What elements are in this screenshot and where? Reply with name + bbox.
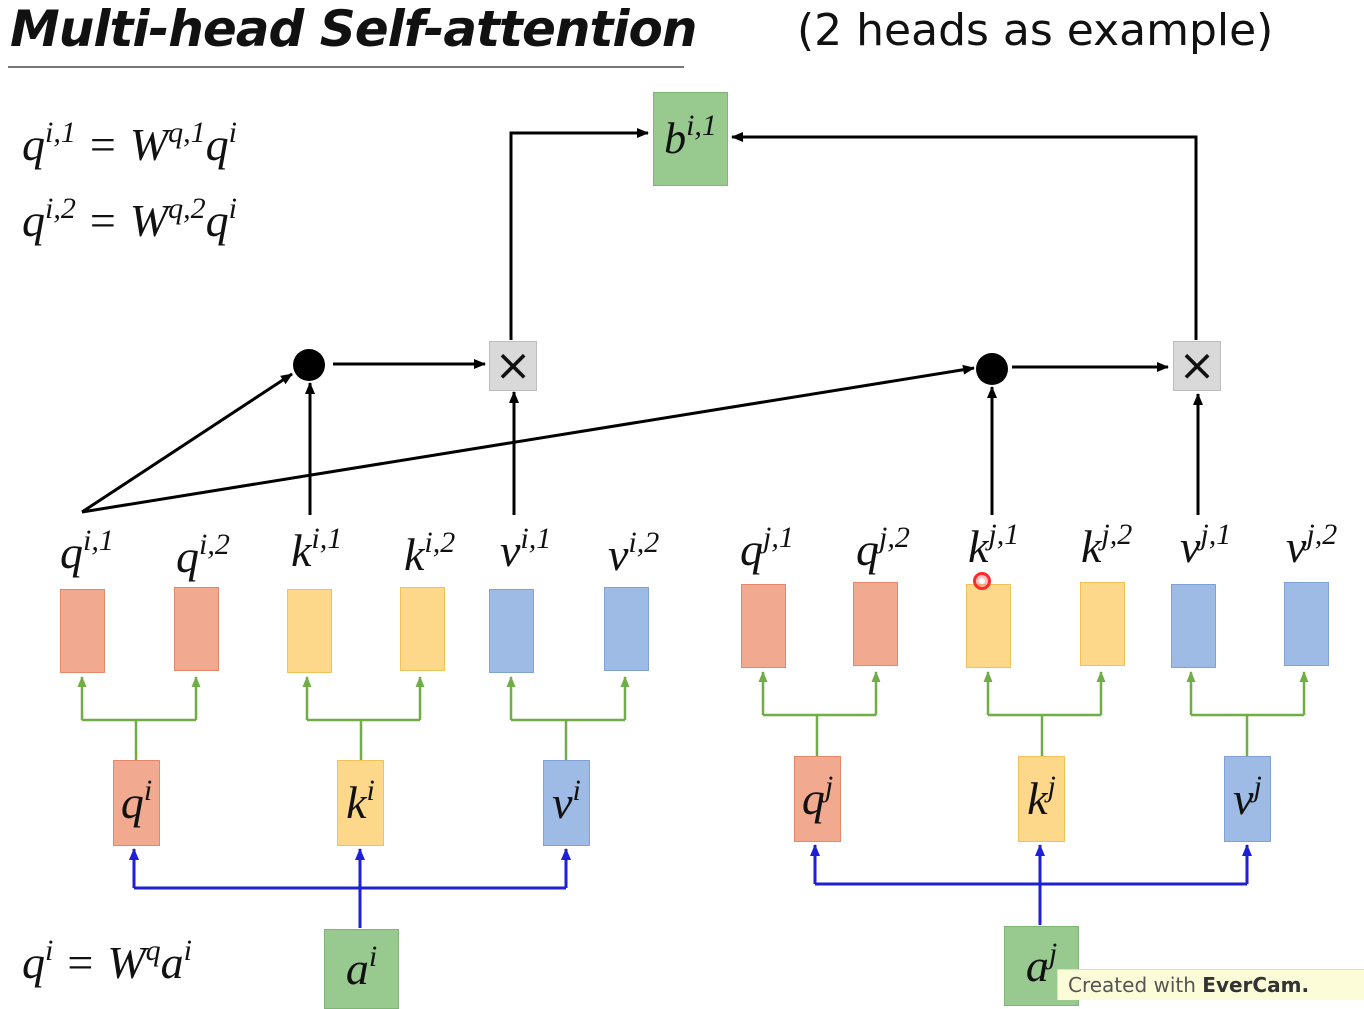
label-q-i1: qi,1 <box>60 524 114 578</box>
vector-v-i: vi <box>543 760 590 846</box>
label-q-j1: qj,1 <box>740 521 794 575</box>
label-v-i1: vi,1 <box>500 522 552 576</box>
label-v-i2: vi,2 <box>608 526 660 580</box>
vector-k-j1 <box>966 584 1011 668</box>
vector-q-j: qj <box>794 756 841 842</box>
vector-q-j1 <box>741 584 786 668</box>
label-q-j2: qj,2 <box>856 521 910 575</box>
input-wires-j <box>810 844 1252 925</box>
vector-v-i2 <box>604 587 649 671</box>
vector-v-i1 <box>489 589 534 673</box>
dot-product-node <box>293 349 325 381</box>
input-a-i: ai <box>324 929 399 1009</box>
evercam-watermark: Created with EverCam. <box>1057 969 1364 1000</box>
vector-k-i1 <box>287 589 332 673</box>
multiply-node: × <box>489 341 537 391</box>
label-k-j2: kj,2 <box>1081 518 1133 572</box>
dot-product-node <box>976 353 1008 385</box>
vector-q-j2 <box>853 582 898 666</box>
vector-k-j2 <box>1080 582 1125 666</box>
vector-v-j1 <box>1171 584 1216 668</box>
title-underline <box>8 66 684 68</box>
label-q-i2: qi,2 <box>176 528 230 582</box>
equation-head-2: qi,2 = Wq,2qi <box>22 192 237 246</box>
label-v-j2: vj,2 <box>1286 518 1338 572</box>
multiply-node: × <box>1173 341 1221 391</box>
pointer-cursor-icon <box>973 572 991 590</box>
slide-title: Multi-head Self-attention <box>10 0 697 58</box>
vector-k-j: kj <box>1018 756 1065 842</box>
slide-subtitle: (2 heads as example) <box>797 5 1274 56</box>
vector-q-i2 <box>174 587 219 671</box>
vector-q-i: qi <box>113 760 160 846</box>
label-k-i2: ki,2 <box>404 526 456 580</box>
vector-k-i2 <box>400 587 445 671</box>
vector-v-j2 <box>1284 582 1329 666</box>
vector-q-i1 <box>60 589 105 673</box>
equation-query: qi = Wqai <box>22 934 192 988</box>
input-wires-i <box>129 848 571 928</box>
output-b-i1: bi,1 <box>653 92 728 186</box>
attention-wires <box>81 128 1203 515</box>
vector-k-i: ki <box>337 760 384 846</box>
vector-v-j: vj <box>1224 756 1271 842</box>
label-k-i1: ki,1 <box>291 522 343 576</box>
split-wires <box>77 671 1309 760</box>
equation-head-1: qi,1 = Wq,1qi <box>22 116 237 170</box>
label-v-j1: vj,1 <box>1180 518 1232 572</box>
label-k-j1: kj,1 <box>968 518 1020 572</box>
